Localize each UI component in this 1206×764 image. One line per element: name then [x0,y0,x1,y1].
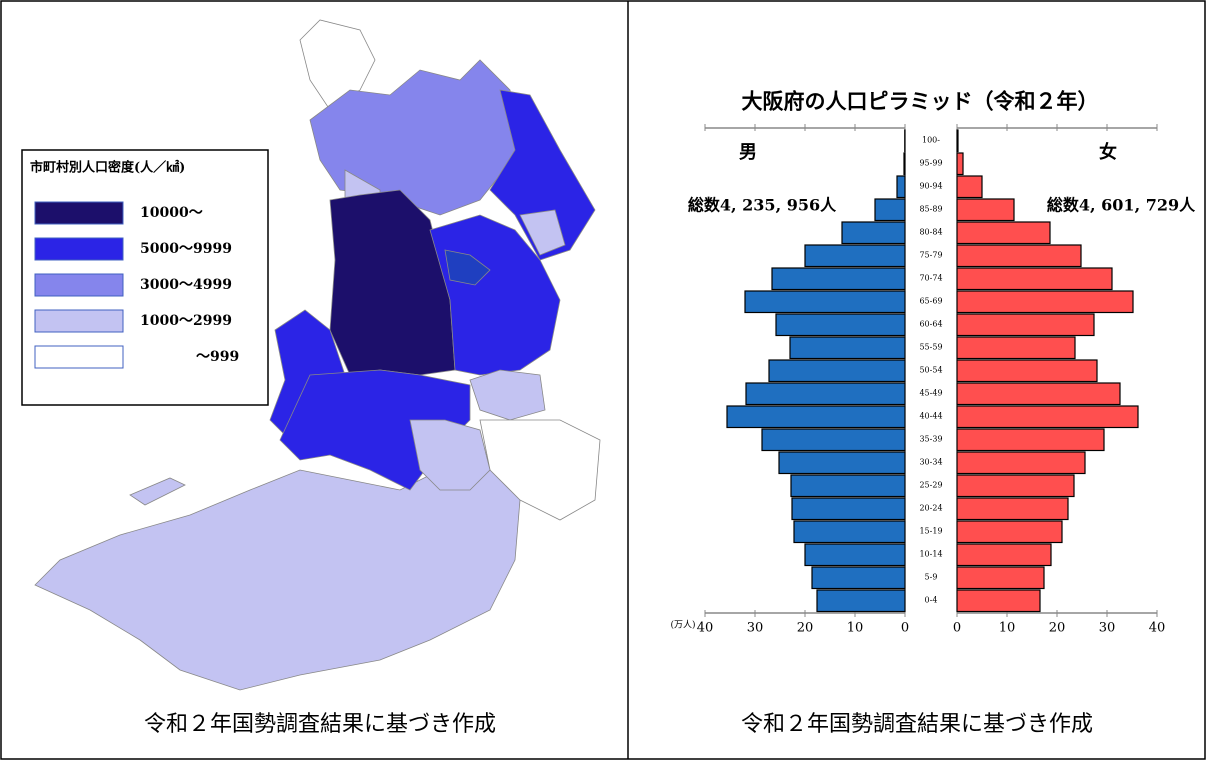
bar [776,314,905,336]
series-total: 総数4, 235, 956人 [688,196,837,215]
bar [791,475,905,497]
bar [957,268,1112,290]
x-tick-label: 20 [1049,621,1066,636]
x-tick-label: 0 [901,621,909,636]
bar [957,590,1040,612]
age-label: 10-14 [919,550,942,559]
series-name: 女 [1099,141,1117,163]
bar [842,222,905,244]
bar [957,360,1097,382]
bar [957,222,1050,244]
age-label: 75-79 [919,251,942,260]
bar [790,337,905,359]
bar [957,245,1081,267]
age-label: 90-94 [919,182,942,191]
bar [957,291,1133,313]
x-tick-label: 40 [1149,621,1166,636]
legend-label: ～999 [196,349,239,365]
age-label: 40-44 [919,412,942,421]
bar [957,475,1074,497]
bar [957,521,1062,543]
bar [875,199,905,221]
age-label: 80-84 [919,228,942,237]
age-label: 70-74 [919,274,942,283]
chart-title: 大阪府の人口ピラミッド（令和２年） [742,89,1099,114]
legend-swatch [35,310,123,332]
bar [957,498,1068,520]
legend-label: 1000～2999 [140,313,232,329]
bar [805,245,905,267]
legend-label: 10000～ [140,205,203,221]
age-label: 55-59 [919,343,942,352]
bar [794,521,905,543]
legend-swatch [35,346,123,368]
legend-swatch [35,238,123,260]
bar [812,567,905,589]
age-label: 0-4 [925,596,938,605]
bar [957,429,1104,451]
x-tick-label: 10 [847,621,864,636]
bar [779,452,905,474]
age-label: 95-99 [919,159,942,168]
series-total: 総数4, 601, 729人 [1047,196,1196,215]
caption: 令和２年国勢調査結果に基づき作成 [144,712,496,737]
x-tick-label: 20 [797,621,814,636]
bar [772,268,905,290]
age-label: 60-64 [919,320,942,329]
caption: 令和２年国勢調査結果に基づき作成 [741,712,1093,737]
age-label: 35-39 [919,435,942,444]
legend-swatch [35,274,123,296]
bar [817,590,905,612]
x-tick-label: 0 [953,621,961,636]
age-label: 85-89 [919,205,942,214]
age-label: 5-9 [925,573,938,582]
x-tick-label: 30 [747,621,764,636]
unit-label: (万人) [670,620,695,631]
bar [957,130,958,152]
bar [957,567,1044,589]
bar [957,314,1094,336]
bar [957,176,982,198]
x-tick-label: 30 [1099,621,1116,636]
x-tick-label: 10 [999,621,1016,636]
age-label: 50-54 [919,366,942,375]
bar [769,360,905,382]
bar [805,544,905,566]
bar [904,153,905,175]
age-label: 15-19 [919,527,942,536]
legend-swatch [35,202,123,224]
age-label: 100- [922,136,940,145]
bar [792,498,905,520]
bar [957,452,1085,474]
bar [762,429,905,451]
age-label: 30-34 [919,458,942,467]
bar [957,199,1014,221]
age-label: 20-24 [919,504,942,513]
legend-label: 3000～4999 [140,277,232,293]
x-tick-label: 40 [697,621,714,636]
bar [727,406,905,428]
age-label: 65-69 [919,297,942,306]
bar [897,176,905,198]
age-label: 25-29 [919,481,942,490]
series-name: 男 [739,142,757,163]
legend-title: 市町村別人口密度(人／㎢) [30,160,185,176]
bar [746,383,905,405]
bar [957,337,1075,359]
bar [745,291,905,313]
bar [957,406,1138,428]
bar [957,153,963,175]
age-label: 45-49 [919,389,942,398]
bar [957,383,1120,405]
legend-label: 5000～9999 [140,241,232,257]
bar [957,544,1051,566]
